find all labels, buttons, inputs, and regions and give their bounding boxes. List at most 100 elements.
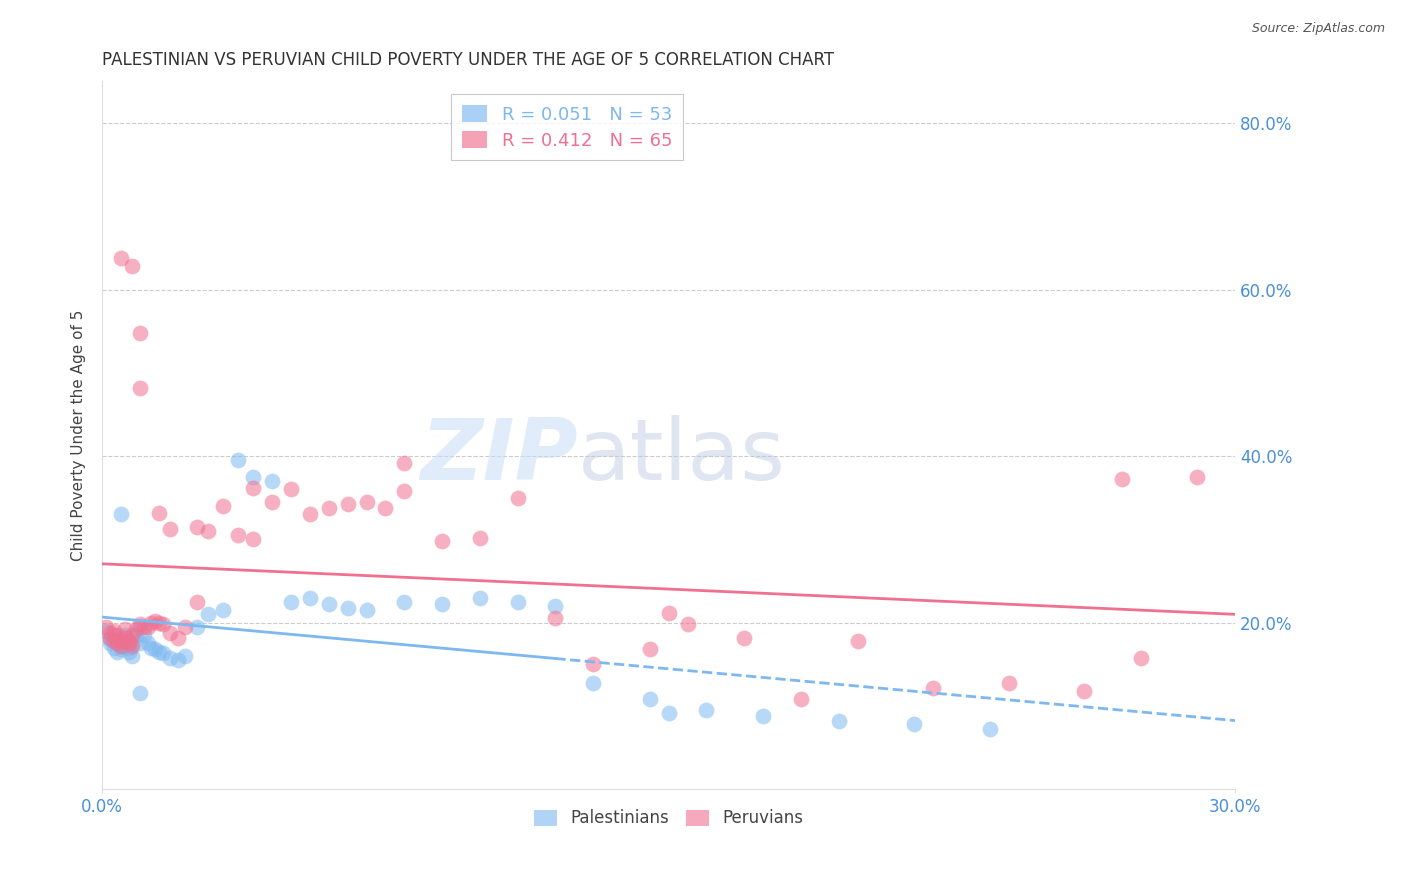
Point bbox=[186, 595, 208, 609]
Point bbox=[152, 617, 174, 632]
Point bbox=[103, 640, 125, 655]
Point bbox=[103, 634, 125, 648]
Point bbox=[98, 625, 121, 640]
Point bbox=[121, 639, 143, 653]
Text: PALESTINIAN VS PERUVIAN CHILD POVERTY UNDER THE AGE OF 5 CORRELATION CHART: PALESTINIAN VS PERUVIAN CHILD POVERTY UN… bbox=[103, 51, 834, 69]
Point bbox=[1073, 684, 1095, 698]
Point bbox=[110, 639, 132, 653]
Point bbox=[506, 491, 529, 505]
Point bbox=[129, 686, 152, 700]
Point bbox=[132, 620, 155, 634]
Point bbox=[143, 642, 166, 657]
Point bbox=[394, 456, 416, 470]
Point bbox=[318, 598, 340, 612]
Point bbox=[129, 636, 152, 650]
Point bbox=[374, 500, 396, 515]
Point bbox=[336, 600, 359, 615]
Point bbox=[121, 636, 143, 650]
Point bbox=[152, 647, 174, 661]
Point bbox=[186, 620, 208, 634]
Point bbox=[846, 634, 869, 648]
Point bbox=[159, 522, 181, 536]
Point bbox=[212, 499, 235, 513]
Point bbox=[148, 506, 170, 520]
Point bbox=[638, 692, 661, 706]
Text: atlas: atlas bbox=[578, 415, 786, 498]
Point bbox=[903, 717, 925, 731]
Point bbox=[143, 614, 166, 628]
Point bbox=[280, 595, 302, 609]
Point bbox=[174, 648, 197, 663]
Point bbox=[544, 599, 567, 613]
Point bbox=[105, 628, 128, 642]
Point bbox=[658, 706, 681, 720]
Point bbox=[262, 495, 284, 509]
Point bbox=[121, 648, 143, 663]
Point bbox=[582, 657, 605, 672]
Point bbox=[430, 598, 453, 612]
Point bbox=[1111, 472, 1133, 486]
Point bbox=[468, 531, 491, 545]
Point bbox=[197, 524, 219, 538]
Point bbox=[129, 620, 152, 634]
Text: ZIP: ZIP bbox=[420, 415, 578, 498]
Point bbox=[658, 606, 681, 620]
Point bbox=[118, 636, 141, 650]
Point bbox=[121, 628, 143, 642]
Point bbox=[114, 623, 136, 637]
Point bbox=[638, 642, 661, 657]
Point bbox=[114, 631, 136, 645]
Point bbox=[336, 497, 359, 511]
Point bbox=[132, 628, 155, 642]
Point bbox=[98, 631, 121, 645]
Point bbox=[159, 625, 181, 640]
Point bbox=[98, 636, 121, 650]
Point bbox=[129, 381, 152, 395]
Point bbox=[212, 603, 235, 617]
Point bbox=[103, 624, 125, 638]
Point bbox=[394, 484, 416, 499]
Point bbox=[118, 645, 141, 659]
Y-axis label: Child Poverty Under the Age of 5: Child Poverty Under the Age of 5 bbox=[72, 310, 86, 561]
Point bbox=[125, 628, 148, 642]
Point bbox=[118, 634, 141, 648]
Legend: Palestinians, Peruvians: Palestinians, Peruvians bbox=[527, 803, 810, 834]
Point bbox=[129, 617, 152, 632]
Point bbox=[318, 500, 340, 515]
Point bbox=[356, 603, 378, 617]
Point bbox=[695, 703, 717, 717]
Point bbox=[544, 611, 567, 625]
Point bbox=[979, 723, 1001, 737]
Point bbox=[110, 251, 132, 265]
Point bbox=[174, 620, 197, 634]
Point bbox=[114, 636, 136, 650]
Point bbox=[242, 470, 264, 484]
Point bbox=[105, 636, 128, 650]
Point bbox=[752, 709, 775, 723]
Point bbox=[922, 681, 945, 695]
Point bbox=[298, 591, 321, 605]
Point bbox=[105, 645, 128, 659]
Point bbox=[166, 653, 188, 667]
Point bbox=[114, 628, 136, 642]
Point bbox=[136, 620, 159, 634]
Point bbox=[141, 640, 163, 655]
Point bbox=[827, 714, 849, 728]
Point bbox=[129, 326, 152, 340]
Point bbox=[997, 675, 1019, 690]
Point bbox=[262, 474, 284, 488]
Point bbox=[506, 595, 529, 609]
Point bbox=[98, 632, 121, 647]
Point bbox=[94, 624, 117, 638]
Point bbox=[110, 642, 132, 657]
Point bbox=[118, 640, 141, 655]
Point bbox=[582, 675, 605, 690]
Point bbox=[226, 453, 249, 467]
Point bbox=[790, 692, 813, 706]
Point bbox=[298, 508, 321, 522]
Point bbox=[141, 615, 163, 630]
Point bbox=[1129, 650, 1152, 665]
Point bbox=[394, 595, 416, 609]
Point bbox=[148, 645, 170, 659]
Point bbox=[136, 636, 159, 650]
